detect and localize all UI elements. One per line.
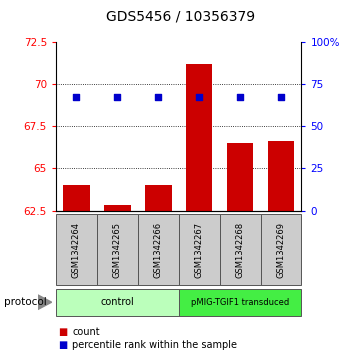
Point xyxy=(237,94,243,100)
Point xyxy=(196,94,202,99)
Bar xyxy=(145,185,171,211)
Point xyxy=(114,94,120,100)
Text: GSM1342264: GSM1342264 xyxy=(72,221,81,278)
Text: protocol: protocol xyxy=(4,297,46,307)
Text: count: count xyxy=(72,327,100,337)
Text: GSM1342265: GSM1342265 xyxy=(113,221,122,278)
Text: ■: ■ xyxy=(58,327,67,337)
Text: control: control xyxy=(100,297,134,307)
Text: pMIG-TGIF1 transduced: pMIG-TGIF1 transduced xyxy=(191,298,289,307)
Polygon shape xyxy=(38,295,52,309)
Bar xyxy=(227,143,253,211)
Text: ■: ■ xyxy=(58,340,67,350)
Point xyxy=(278,94,284,100)
Text: GSM1342269: GSM1342269 xyxy=(277,221,286,278)
Point xyxy=(74,94,79,100)
Bar xyxy=(63,185,90,211)
Text: GSM1342268: GSM1342268 xyxy=(236,221,244,278)
Text: GSM1342267: GSM1342267 xyxy=(195,221,204,278)
Point xyxy=(155,94,161,99)
Text: GDS5456 / 10356379: GDS5456 / 10356379 xyxy=(106,9,255,23)
Text: percentile rank within the sample: percentile rank within the sample xyxy=(72,340,237,350)
Text: GSM1342266: GSM1342266 xyxy=(154,221,163,278)
Bar xyxy=(104,205,131,211)
Bar xyxy=(186,64,212,211)
Bar xyxy=(268,141,294,211)
